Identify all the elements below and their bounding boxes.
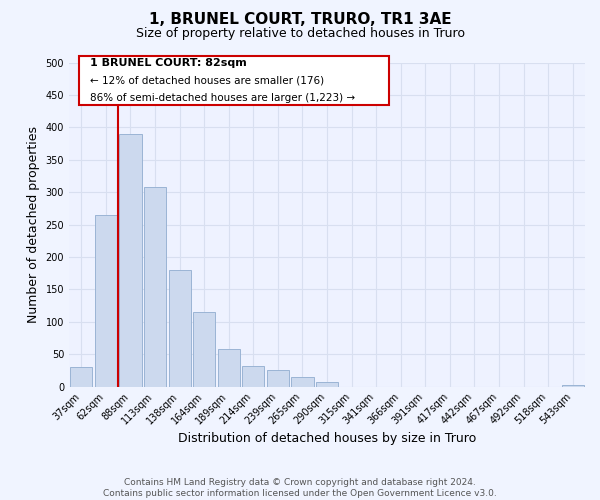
Bar: [144, 187, 166, 386]
Text: Size of property relative to detached houses in Truro: Size of property relative to detached ho…: [136, 28, 464, 40]
Bar: [242, 366, 265, 386]
Bar: [95, 215, 117, 386]
Bar: [562, 384, 584, 386]
Bar: [70, 367, 92, 386]
Text: 1, BRUNEL COURT, TRURO, TR1 3AE: 1, BRUNEL COURT, TRURO, TR1 3AE: [149, 12, 451, 28]
Bar: [292, 377, 314, 386]
Bar: [193, 312, 215, 386]
Text: ← 12% of detached houses are smaller (176): ← 12% of detached houses are smaller (17…: [89, 76, 324, 86]
Bar: [218, 349, 240, 387]
Y-axis label: Number of detached properties: Number of detached properties: [27, 126, 40, 323]
Text: Contains HM Land Registry data © Crown copyright and database right 2024.
Contai: Contains HM Land Registry data © Crown c…: [103, 478, 497, 498]
X-axis label: Distribution of detached houses by size in Truro: Distribution of detached houses by size …: [178, 432, 476, 445]
Bar: [267, 370, 289, 386]
Bar: [119, 134, 142, 386]
Bar: [169, 270, 191, 386]
FancyBboxPatch shape: [79, 56, 389, 105]
Bar: [316, 382, 338, 386]
Text: 1 BRUNEL COURT: 82sqm: 1 BRUNEL COURT: 82sqm: [89, 58, 247, 68]
Text: 86% of semi-detached houses are larger (1,223) →: 86% of semi-detached houses are larger (…: [89, 94, 355, 104]
